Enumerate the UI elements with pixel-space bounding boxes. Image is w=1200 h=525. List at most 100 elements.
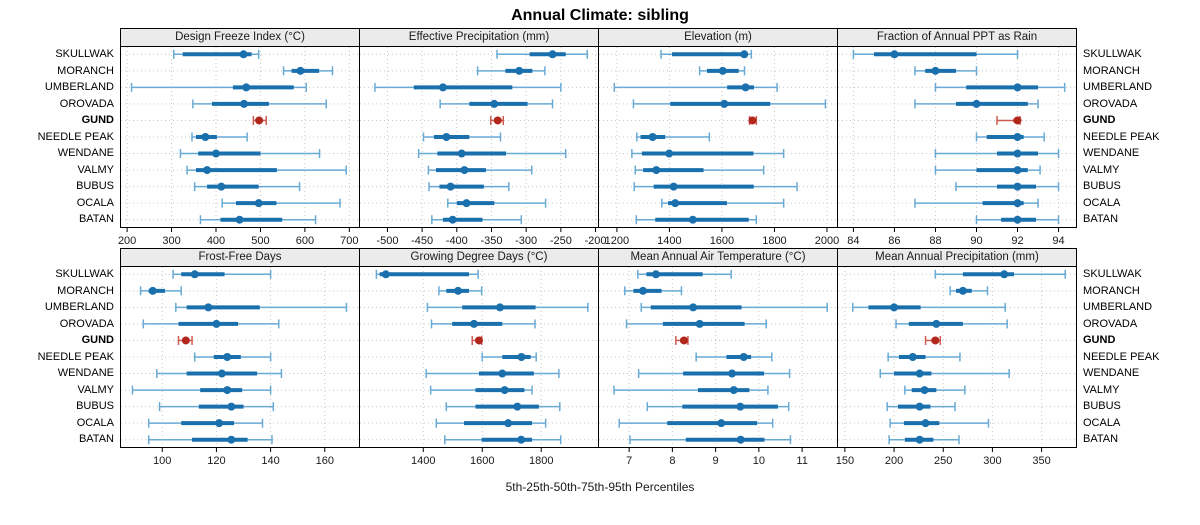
tick-label: 100 xyxy=(153,455,171,467)
median-dot-wendane xyxy=(665,149,674,158)
panel-x-axis: 1200 1400 1600 1800 2000 xyxy=(605,228,839,247)
interval-umberland xyxy=(934,82,1066,92)
interval-bubus xyxy=(158,402,275,412)
chart-title: Annual Climate: sibling xyxy=(511,7,689,24)
median-dot-skullwak xyxy=(381,270,390,279)
median-dot-orovada xyxy=(972,99,981,108)
station-labels-right: SKULLWAK MORANCH UMBERLAND OROVADA GUND NEEDL… xyxy=(1077,28,1198,228)
tick-label: 88 xyxy=(929,235,941,247)
interval-needle-peak xyxy=(194,352,272,362)
interval-skullwak xyxy=(637,269,732,279)
panel-strip-title: Design Freeze Index (°C) xyxy=(120,28,360,46)
station-label-bubus: BUBUS xyxy=(76,400,114,413)
tick-label: 700 xyxy=(340,235,358,247)
panel-effective-precipitation-mm-: Effective Precipitation (mm) -500 -450 -400… xyxy=(359,28,607,248)
median-dot-batan xyxy=(1013,215,1022,224)
trellis-chart: SKULLWAK MORANCH UMBERLAND OROVADA GUND NEEDL… xyxy=(0,28,1200,468)
median-dot-moranch xyxy=(718,66,727,75)
tick-label: 11 xyxy=(796,455,807,467)
interval-gund xyxy=(924,335,942,345)
panel-frost-free-days: Frost-Free Days 100 120 140 160 xyxy=(120,248,360,468)
median-dot-needle-peak xyxy=(739,353,748,361)
median-dot-ocala xyxy=(215,419,224,428)
station-label-batan: BATAN xyxy=(78,433,114,446)
station-label-moranch: MORANCH xyxy=(1083,284,1140,297)
tick-label: 9 xyxy=(713,455,719,467)
station-label-skullwak: SKULLWAK xyxy=(55,268,114,280)
station-label-wendane: WENDANE xyxy=(1083,367,1140,380)
station-label-bubus: BUBUS xyxy=(76,180,114,193)
median-dot-umberland xyxy=(890,303,899,312)
station-label-batan: BATAN xyxy=(1083,433,1119,446)
interval-wendane xyxy=(156,369,283,379)
station-label-umberland: UMBERLAND xyxy=(1083,81,1153,94)
interval-valmy xyxy=(427,165,533,175)
median-dot-bubus xyxy=(227,402,236,411)
panel-mean-annual-precipitation-mm-: Mean Annual Precipitation (mm) 150 200 250 3… xyxy=(836,248,1077,468)
median-dot-valmy xyxy=(1013,166,1022,175)
tick-label: 1600 xyxy=(470,455,494,467)
median-dot-umberland xyxy=(689,303,698,312)
median-dot-needle-peak xyxy=(908,353,917,361)
median-dot-orovada xyxy=(720,99,729,108)
median-dot-bubus xyxy=(446,182,455,191)
interval-moranch xyxy=(698,66,746,76)
median-dot-valmy xyxy=(729,386,738,395)
panel-plot xyxy=(598,46,838,228)
median-dot-moranch xyxy=(454,286,463,295)
interval-valmy xyxy=(131,385,272,395)
interval-batan xyxy=(431,215,523,225)
median-dot-bubus xyxy=(669,182,678,191)
station-label-batan: BATAN xyxy=(1083,213,1119,226)
tick-label: -350 xyxy=(480,235,502,247)
interval-batan xyxy=(975,215,1060,225)
panel-growing-degree-days-c-: Growing Degree Days (°C) 1400 1600 1800 xyxy=(359,248,599,468)
interval-valmy xyxy=(634,165,765,175)
interval-batan xyxy=(444,435,562,445)
interval-orovada xyxy=(895,319,1008,329)
interval-moranch xyxy=(624,286,683,296)
interval-skullwak xyxy=(852,49,1019,59)
median-dot-orovada xyxy=(932,319,941,328)
median-dot-ocala xyxy=(504,419,513,428)
interval-ocala xyxy=(435,418,547,428)
median-dot-ocala xyxy=(254,199,263,208)
median-dot-skullwak xyxy=(1000,270,1009,279)
interval-bubus xyxy=(646,402,790,412)
station-labels-left: SKULLWAK MORANCH UMBERLAND OROVADA GUND NEEDL… xyxy=(0,248,120,448)
interval-umberland xyxy=(130,82,307,92)
station-label-ocala: OCALA xyxy=(76,416,114,429)
median-dot-wendane xyxy=(915,369,924,378)
interval-wendane xyxy=(934,149,1060,159)
median-dot-skullwak xyxy=(239,50,248,59)
tick-label: 90 xyxy=(970,235,982,247)
interval-valmy xyxy=(904,385,966,395)
tick-label: -300 xyxy=(515,235,537,247)
interval-ocala xyxy=(914,198,1039,208)
interval-moranch xyxy=(949,286,989,296)
station-label-valmy: VALMY xyxy=(77,383,114,396)
median-dot-valmy xyxy=(500,386,509,395)
station-label-gund: GUND xyxy=(1083,114,1116,127)
station-label-wendane: WENDANE xyxy=(57,147,114,160)
median-dot-ocala xyxy=(1013,199,1022,208)
tick-label: 1800 xyxy=(762,235,786,247)
station-label-skullwak: SKULLWAK xyxy=(1083,48,1142,60)
panel-plot xyxy=(120,46,360,228)
tick-label: 250 xyxy=(934,455,952,467)
panel-x-axis: 7 8 9 10 11 xyxy=(626,448,808,467)
panel-plot xyxy=(837,266,1077,448)
median-dot-gund xyxy=(931,336,940,345)
panel-plot xyxy=(598,266,838,448)
median-dot-gund xyxy=(475,336,483,345)
panel-x-axis: 150 200 250 300 350 xyxy=(836,448,1051,467)
median-dot-bubus xyxy=(736,402,745,411)
interval-umberland xyxy=(175,302,348,312)
tick-label: -200 xyxy=(585,235,607,247)
median-dot-moranch xyxy=(638,286,647,295)
median-dot-wendane xyxy=(217,369,226,378)
interval-moranch xyxy=(438,286,483,296)
median-dot-bubus xyxy=(217,182,226,191)
station-label-umberland: UMBERLAND xyxy=(1083,301,1153,314)
